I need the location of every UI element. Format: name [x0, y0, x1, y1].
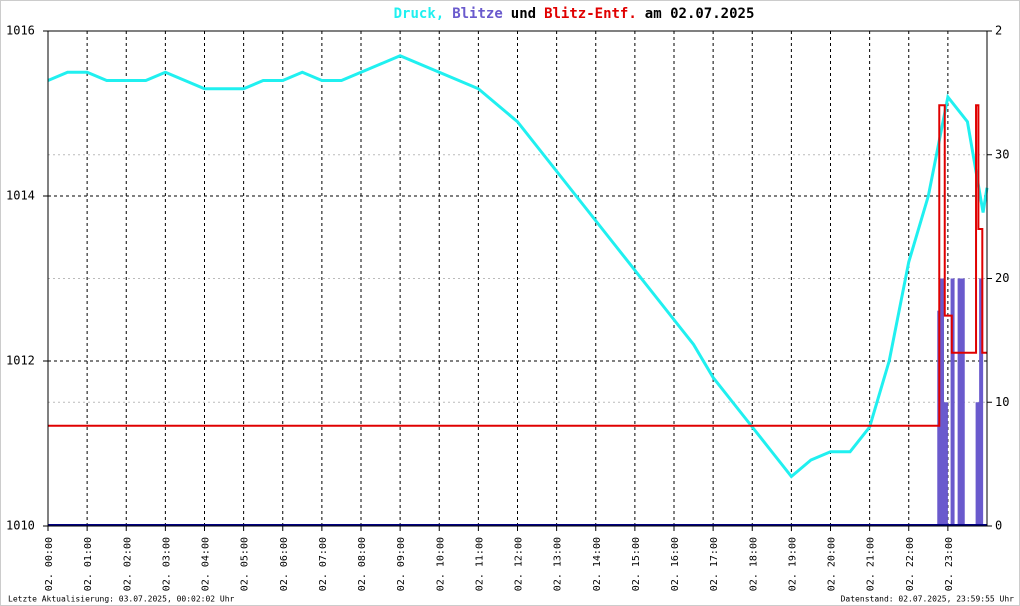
x-tick-label: 02. 12:00 — [514, 537, 525, 591]
x-tick-label: 02. 20:00 — [827, 537, 838, 591]
bar — [957, 278, 962, 526]
bar — [960, 278, 965, 526]
y-tick-label: 1010 — [6, 519, 35, 533]
x-tick-label: 02. 02:00 — [122, 537, 133, 591]
series-line — [47, 54, 989, 479]
bar — [950, 278, 955, 526]
title-part: Druck, — [394, 6, 445, 22]
footer-right: Datenstand: 02.07.2025, 23:59:55 Uhr — [841, 595, 1015, 604]
x-tick-label: 02. 09:00 — [396, 537, 407, 591]
series-line — [48, 104, 987, 427]
bar — [940, 278, 945, 526]
y-tick-label: 1016 — [6, 24, 35, 38]
y2-tick-label: 10 — [995, 395, 1009, 409]
x-tick-label: 02. 11:00 — [474, 537, 485, 591]
y2-tick-label: 30 — [995, 147, 1009, 161]
x-tick-label: 02. 03:00 — [161, 537, 172, 591]
x-tick-label: 02. 00:00 — [44, 537, 55, 591]
plot-border — [47, 30, 988, 527]
y-tick-label: 1012 — [6, 354, 35, 368]
x-tick-label: 02. 05:00 — [240, 537, 251, 591]
y3-tick-label: 2 — [995, 24, 1002, 38]
y2-tick-label: 0 — [995, 519, 1002, 533]
bar — [943, 402, 948, 526]
x-tick-label: 02. 18:00 — [748, 537, 759, 591]
x-tick-label: 02. 10:00 — [435, 537, 446, 591]
x-tick-label: 02. 04:00 — [201, 537, 212, 591]
title-part: am 02.07.2025 — [645, 6, 755, 22]
chart-title: Druck, Blitze und Blitz-Entf. am 02.07.2025 — [394, 6, 755, 22]
x-tick-label: 02. 01:00 — [83, 537, 94, 591]
x-tick-label: 02. 21:00 — [866, 537, 877, 591]
title-part: Blitze — [452, 6, 503, 22]
title-part: Blitz-Entf. — [544, 6, 637, 22]
bar — [975, 402, 980, 526]
x-tick-label: 02. 22:00 — [905, 537, 916, 591]
x-tick-label: 02. 08:00 — [357, 537, 368, 591]
x-tick-label: 02. 15:00 — [631, 537, 642, 591]
y-tick-label: 1014 — [6, 189, 35, 203]
x-tick-label: 02. 19:00 — [787, 537, 798, 591]
x-tick-label: 02. 23:00 — [944, 537, 955, 591]
y2-tick-label: 20 — [995, 271, 1009, 285]
x-tick-label: 02. 17:00 — [709, 537, 720, 591]
x-tick-label: 02. 14:00 — [592, 537, 603, 591]
footer-left: Letzte Aktualisierung: 03.07.2025, 00:02… — [8, 595, 235, 604]
title-part: und — [511, 6, 536, 22]
bar — [979, 278, 984, 526]
x-tick-label: 02. 16:00 — [670, 537, 681, 591]
x-tick-label: 02. 13:00 — [553, 537, 564, 591]
x-tick-label: 02. 06:00 — [279, 537, 290, 591]
x-tick-label: 02. 07:00 — [318, 537, 329, 591]
